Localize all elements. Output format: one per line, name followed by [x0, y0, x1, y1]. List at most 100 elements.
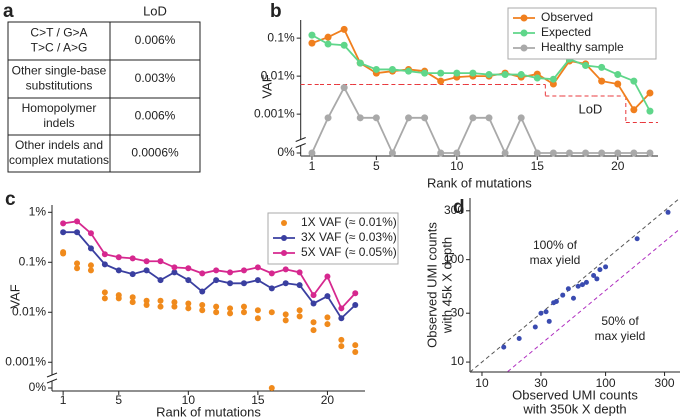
data-point [388, 149, 396, 157]
data-point [485, 114, 493, 122]
data-point [101, 251, 108, 258]
y-axis-label: VAF [7, 284, 22, 308]
data-point [74, 260, 81, 267]
data-point [185, 300, 192, 307]
axis-break [46, 378, 58, 384]
data-point [213, 277, 220, 284]
reference-label: max yield [595, 329, 646, 343]
table-cell: indels [43, 116, 74, 130]
reference-line [506, 228, 680, 372]
data-point [115, 295, 122, 302]
data-point [227, 310, 234, 317]
data-point [501, 71, 509, 79]
data-point [614, 80, 622, 88]
data-point [469, 114, 477, 122]
data-point [324, 293, 331, 300]
data-point [254, 277, 261, 284]
data-point [565, 286, 571, 292]
reference-label: max yield [530, 253, 581, 267]
x-axis-label: Rank of mutations [427, 175, 532, 190]
y-tick-label: 0% [277, 145, 295, 159]
x-tick-label: 10 [450, 159, 464, 173]
x-tick-label: 300 [655, 376, 675, 390]
y-axis-label: Observed UMI counts [424, 222, 439, 348]
data-point [308, 149, 316, 157]
data-point [268, 385, 275, 391]
y-axis-label: with 45k X depth [439, 237, 454, 334]
data-point [356, 59, 364, 67]
data-point [101, 295, 108, 302]
data-point [517, 114, 525, 122]
data-point [538, 310, 544, 316]
data-point [185, 305, 192, 312]
table-cell: 0.0006% [131, 146, 179, 160]
data-point [603, 264, 609, 270]
data-point [614, 71, 622, 79]
data-point [157, 297, 164, 304]
data-point [437, 77, 445, 85]
data-point [594, 276, 600, 282]
data-point [582, 149, 590, 157]
table-cell: complex mutations [9, 153, 109, 167]
data-point [646, 107, 654, 115]
y-tick-label: 10 [451, 354, 465, 368]
data-point [254, 315, 261, 322]
data-point [268, 285, 275, 292]
data-point [240, 303, 247, 310]
data-point [516, 335, 522, 341]
data-point [282, 317, 289, 324]
table-cell: Other indels and [15, 138, 103, 152]
data-point [517, 71, 525, 79]
series-line [311, 34, 651, 112]
data-point [324, 40, 332, 48]
table-cell: Other single-base [12, 64, 107, 78]
data-point [570, 295, 576, 301]
data-point [543, 309, 549, 315]
data-point [579, 282, 585, 288]
panel-label: c [5, 189, 16, 210]
data-point [240, 280, 247, 287]
axis-break [46, 372, 58, 378]
y-tick-label: 0.01% [261, 68, 295, 82]
y-tick-label: 1% [29, 204, 47, 218]
data-point [74, 229, 81, 236]
data-point [129, 294, 136, 301]
axis-break [295, 137, 306, 142]
data-point [101, 261, 108, 268]
data-point [213, 267, 220, 274]
data-point [340, 84, 348, 92]
x-tick-label: 1 [309, 159, 316, 173]
legend-label: Observed [541, 10, 593, 24]
data-point [591, 273, 597, 279]
table-cell: Homopolymer [22, 101, 97, 115]
data-point [324, 114, 332, 122]
data-point [575, 283, 581, 289]
data-point [143, 258, 150, 265]
data-point [533, 149, 541, 157]
legend-label: Expected [541, 25, 591, 39]
data-point [437, 149, 445, 157]
x-tick-label: 100 [596, 376, 616, 390]
data-point [143, 301, 150, 308]
data-point [372, 114, 380, 122]
data-point [157, 303, 164, 310]
data-point [630, 149, 638, 157]
y-tick-label: 30 [451, 305, 465, 319]
y-tick-label: 0% [29, 380, 47, 394]
table-grid [7, 21, 201, 173]
y-tick-label: 0.01% [12, 304, 46, 318]
data-point [254, 264, 261, 271]
data-point [437, 69, 445, 77]
table-cell: C>T / G>A [30, 26, 87, 40]
data-point [87, 267, 94, 274]
data-point [469, 69, 477, 77]
data-point [310, 292, 317, 299]
data-point [171, 264, 178, 271]
y-tick-label: 0.001% [254, 106, 295, 120]
x-tick-label: 15 [251, 393, 265, 407]
data-point [60, 250, 67, 257]
x-tick-label: 1 [60, 393, 67, 407]
reference-label: 100% of [533, 238, 578, 252]
data-point [553, 299, 559, 305]
data-point [74, 218, 81, 225]
